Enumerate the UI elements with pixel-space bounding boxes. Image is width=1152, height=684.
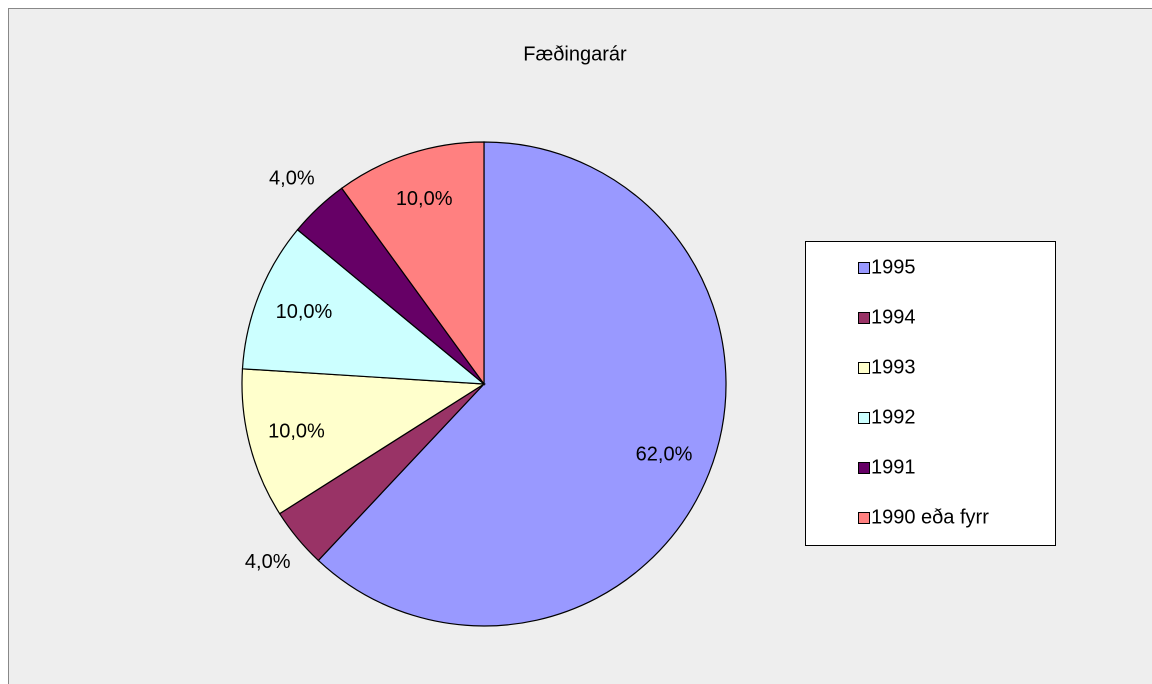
legend-label: 1995 (871, 256, 916, 278)
legend (805, 241, 1056, 546)
data-label: 4,0% (245, 551, 291, 573)
legend-swatch (858, 462, 870, 474)
data-label: 4,0% (269, 168, 315, 190)
chart-title: Fæðingarár (523, 43, 627, 65)
legend-label: 1993 (871, 356, 916, 378)
legend-label: 1991 (871, 456, 916, 478)
data-label: 10,0% (276, 301, 333, 323)
data-label: 10,0% (268, 420, 325, 442)
legend-label: 1994 (871, 306, 916, 328)
pie-slice (317, 141, 727, 627)
legend-label: 1990 eða fyrr (871, 506, 989, 528)
legend-swatch (858, 412, 870, 424)
legend-swatch (858, 512, 870, 524)
pie-slice (241, 368, 486, 515)
legend-swatch (858, 262, 870, 274)
legend-swatch (858, 362, 870, 374)
data-label: 10,0% (396, 188, 453, 210)
pie-slice (241, 228, 486, 385)
legend-swatch (858, 312, 870, 324)
data-label: 62,0% (636, 444, 693, 466)
legend-label: 1992 (871, 406, 916, 428)
pie-slice (340, 141, 485, 386)
